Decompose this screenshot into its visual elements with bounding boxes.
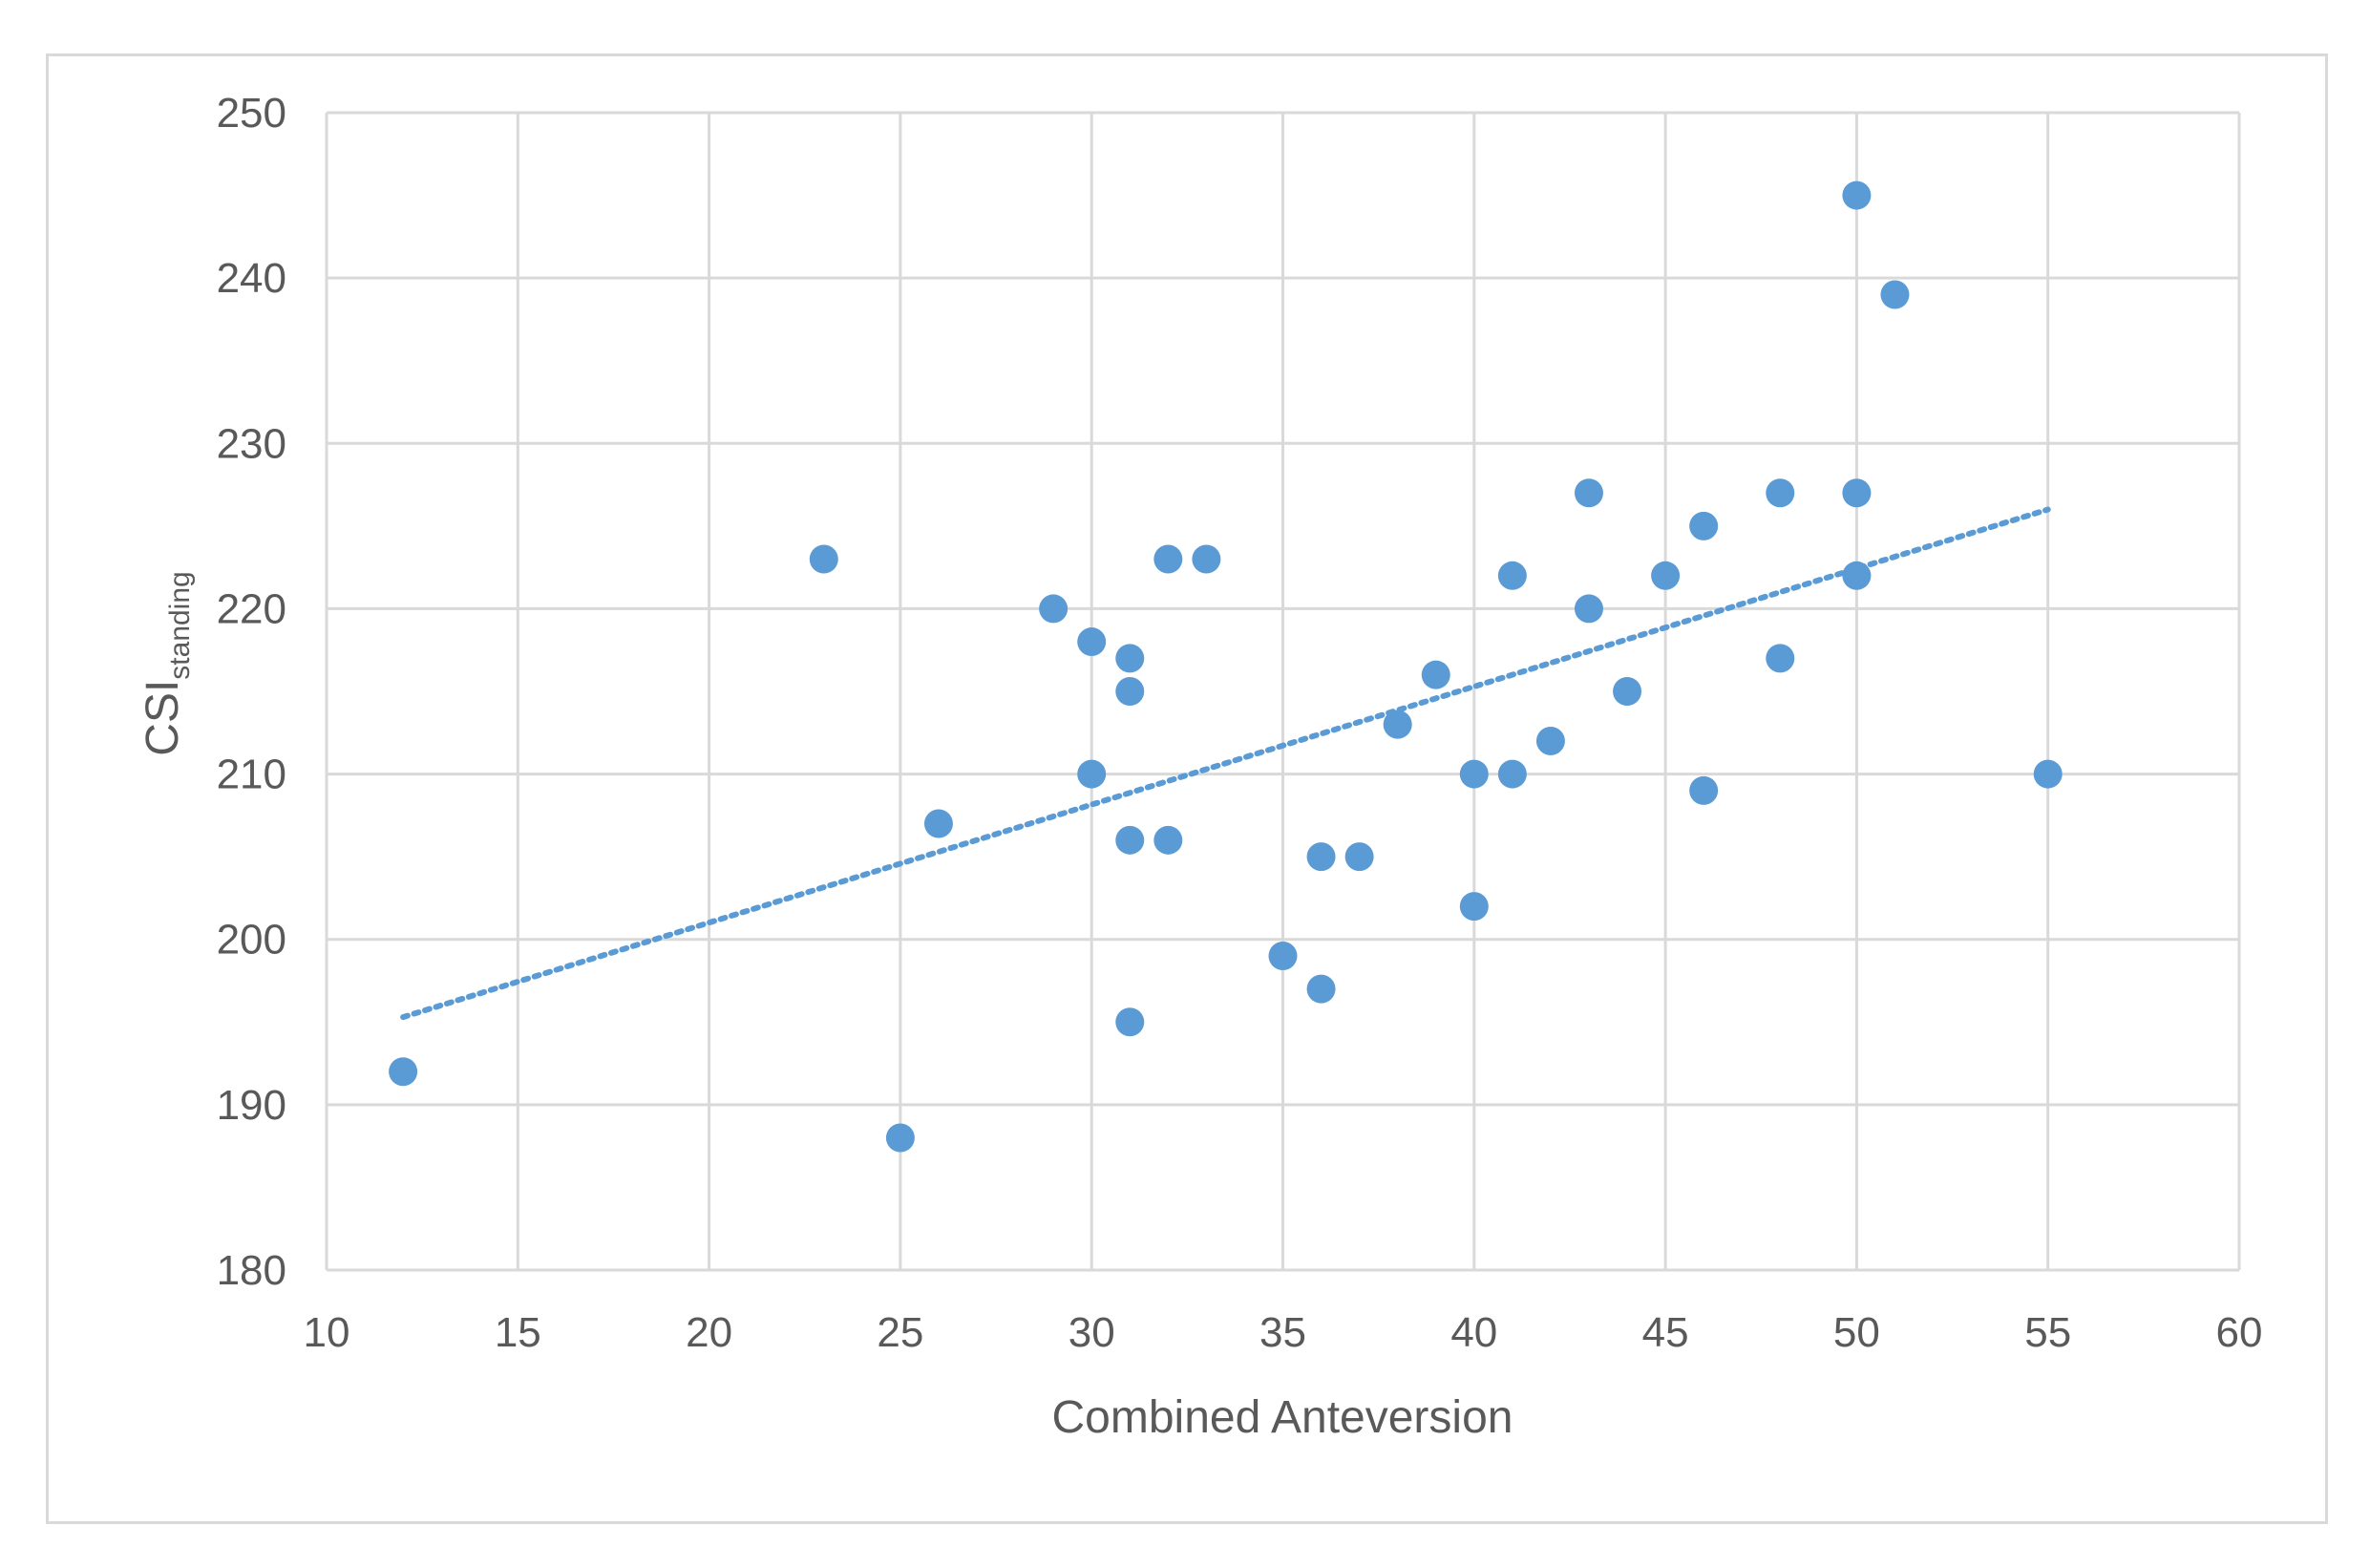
data-point	[1574, 594, 1603, 624]
data-point	[1383, 710, 1412, 739]
data-point	[1497, 759, 1527, 789]
data-point	[1421, 660, 1450, 689]
y-tick-label: 180	[217, 1247, 286, 1294]
data-point	[1459, 892, 1489, 922]
data-point	[1651, 561, 1681, 590]
data-point	[1115, 825, 1145, 855]
data-point	[1766, 644, 1795, 673]
data-point	[1766, 478, 1795, 508]
y-tick-label: 220	[217, 585, 286, 632]
data-point	[1077, 759, 1107, 789]
y-tick-label: 210	[217, 752, 286, 798]
y-tick-label: 190	[217, 1082, 286, 1129]
x-tick-label: 50	[1833, 1309, 1880, 1356]
data-point	[1574, 478, 1603, 508]
data-point	[1115, 1007, 1145, 1037]
x-tick-label: 25	[877, 1309, 923, 1356]
data-point	[1842, 180, 1872, 210]
y-tick-label: 200	[217, 917, 286, 964]
x-tick-label: 10	[304, 1309, 350, 1356]
data-point	[1153, 825, 1183, 855]
data-point	[1613, 677, 1642, 706]
data-point	[1497, 561, 1527, 590]
x-tick-label: 55	[2024, 1309, 2071, 1356]
data-point	[1535, 726, 1565, 755]
data-point	[1306, 974, 1336, 1004]
x-tick-label: 15	[495, 1309, 541, 1356]
x-tick-label: 40	[1450, 1309, 1497, 1356]
data-point	[809, 544, 838, 574]
data-point	[885, 1123, 915, 1153]
y-tick-label: 240	[217, 255, 286, 302]
data-point	[1880, 280, 1910, 309]
data-point	[1153, 544, 1183, 574]
y-tick-label: 230	[217, 420, 286, 467]
data-point	[923, 809, 953, 838]
data-point	[1039, 594, 1069, 624]
x-tick-labels: 10 15 20 25 30 35 40 45 50 55 60	[304, 1309, 2263, 1356]
trendline	[400, 506, 2051, 1021]
data-point	[1115, 644, 1145, 673]
x-tick-label: 60	[2216, 1309, 2263, 1356]
data-point	[1689, 511, 1719, 540]
data-point	[1459, 759, 1489, 789]
y-tick-labels: 180 190 200 210 220 230 240 250	[217, 90, 286, 1294]
x-tick-label: 30	[1069, 1309, 1115, 1356]
x-tick-label: 35	[1259, 1309, 1306, 1356]
data-point	[1689, 775, 1719, 805]
data-point	[1842, 561, 1872, 590]
data-point	[1344, 842, 1374, 872]
data-point	[1842, 478, 1872, 508]
gridlines	[325, 111, 2241, 1272]
data-point	[389, 1057, 418, 1087]
x-tick-label: 45	[1642, 1309, 1689, 1356]
y-axis-title: CSIstanding	[138, 571, 196, 755]
data-point	[2033, 759, 2063, 789]
data-point	[1077, 627, 1107, 657]
data-point	[1115, 677, 1145, 706]
data-point	[1268, 942, 1298, 971]
data-point	[1192, 544, 1221, 574]
y-tick-label: 250	[217, 90, 286, 137]
x-tick-label: 20	[686, 1309, 732, 1356]
y-axis-title-main: CSI	[138, 680, 188, 756]
data-points	[389, 180, 2063, 1153]
chart-frame	[46, 53, 2328, 1524]
y-axis-title-subscript: standing	[164, 571, 196, 679]
x-axis-title: Combined Anteversion	[1052, 1392, 1513, 1443]
data-point	[1306, 842, 1336, 872]
